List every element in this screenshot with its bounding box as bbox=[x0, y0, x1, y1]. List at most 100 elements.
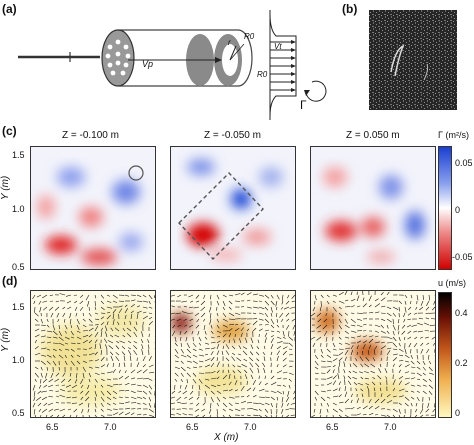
velocity-vector bbox=[196, 300, 200, 303]
velocity-vector bbox=[374, 311, 380, 314]
velocity-vector bbox=[72, 396, 78, 399]
velocity-vector bbox=[314, 372, 319, 375]
velocity-vector bbox=[40, 318, 43, 324]
velocity-vector bbox=[82, 335, 89, 338]
velocity-vector bbox=[252, 306, 259, 309]
velocity-vector bbox=[392, 330, 395, 336]
velocity-vector bbox=[404, 396, 410, 401]
velocity-vector bbox=[200, 306, 206, 312]
velocity-vector bbox=[228, 408, 234, 412]
velocity-vector bbox=[374, 298, 379, 302]
velocity-vector bbox=[282, 357, 287, 362]
velocity-vector bbox=[99, 343, 102, 350]
velocity-vector bbox=[222, 396, 227, 400]
velocity-vector bbox=[227, 363, 230, 368]
velocity-vector bbox=[94, 318, 100, 320]
velocity-vector bbox=[314, 384, 319, 386]
velocity-vector bbox=[374, 406, 380, 410]
velocity-vector bbox=[64, 354, 67, 359]
velocity-vector bbox=[386, 342, 393, 344]
velocity-vector bbox=[385, 376, 388, 380]
velocity-vector bbox=[154, 385, 155, 386]
velocity-vector bbox=[359, 356, 364, 362]
velocity-vector bbox=[124, 390, 130, 392]
velocity-vector bbox=[233, 338, 236, 344]
circulation-map-3 bbox=[310, 146, 436, 270]
velocity-vector bbox=[264, 408, 269, 413]
velocity-vector bbox=[192, 372, 197, 377]
velocity-vector bbox=[174, 348, 179, 354]
velocity-vector bbox=[33, 396, 36, 402]
velocity-vector bbox=[94, 396, 96, 401]
velocity-vector bbox=[420, 342, 424, 346]
velocity-vector bbox=[428, 354, 430, 360]
velocity-vector bbox=[262, 352, 266, 356]
velocity-vector bbox=[368, 295, 372, 302]
velocity-vector bbox=[142, 294, 147, 298]
velocity-vector bbox=[316, 336, 322, 341]
velocity-vector bbox=[344, 347, 351, 350]
velocity-vector bbox=[356, 318, 363, 321]
velocity-vector bbox=[357, 382, 364, 386]
circulation-map-1 bbox=[30, 146, 156, 270]
velocity-vector bbox=[352, 362, 358, 368]
velocity-vector bbox=[294, 367, 295, 368]
velocity-vector bbox=[338, 336, 342, 340]
velocity-vector bbox=[416, 384, 421, 387]
velocity-vector bbox=[350, 330, 357, 333]
velocity-vector bbox=[238, 345, 242, 350]
velocity-vector bbox=[148, 408, 154, 413]
velocity-vector bbox=[33, 300, 36, 305]
velocity-vector bbox=[50, 312, 54, 318]
velocity-vector bbox=[76, 342, 81, 345]
velocity-vector bbox=[216, 306, 218, 311]
velocity-vector bbox=[403, 318, 406, 323]
velocity-vector bbox=[392, 363, 395, 368]
velocity-vector bbox=[264, 396, 270, 398]
velocity-vector bbox=[270, 414, 273, 417]
d-ytick-2: 1.0 bbox=[12, 355, 25, 365]
velocity-vector bbox=[148, 402, 152, 408]
velocity-vector bbox=[326, 402, 330, 407]
velocity-vector bbox=[426, 342, 430, 345]
velocity-vector bbox=[73, 294, 78, 296]
velocity-vector bbox=[255, 351, 260, 356]
velocity-vector bbox=[34, 366, 39, 370]
velocity-vector bbox=[46, 324, 50, 328]
velocity-vector bbox=[429, 324, 435, 327]
velocity-vector bbox=[210, 351, 214, 356]
velocity-vector bbox=[225, 344, 230, 350]
velocity-vector bbox=[154, 313, 155, 314]
velocity-vector bbox=[52, 330, 58, 336]
velocity-vector bbox=[398, 354, 404, 357]
velocity-vector bbox=[115, 345, 120, 350]
velocity-vector bbox=[288, 336, 294, 341]
velocity-vector bbox=[270, 335, 274, 338]
velocity-vector bbox=[275, 300, 278, 307]
velocity-vector bbox=[136, 402, 141, 405]
velocity-vector bbox=[332, 388, 338, 392]
velocity-vector bbox=[373, 349, 376, 356]
velocity-vector bbox=[222, 300, 226, 307]
velocity-vector bbox=[432, 408, 435, 413]
velocity-vector bbox=[100, 402, 104, 408]
velocity-vector bbox=[88, 402, 90, 408]
velocity-vector bbox=[80, 390, 84, 394]
velocity-vector bbox=[410, 377, 416, 380]
velocity-vector bbox=[198, 360, 204, 363]
velocity-vector bbox=[133, 326, 138, 332]
velocity-vector bbox=[410, 402, 413, 407]
d-xaxis-label: X (m) bbox=[214, 432, 239, 443]
velocity-vector bbox=[314, 360, 319, 366]
velocity-vector bbox=[292, 324, 295, 330]
velocity-vector bbox=[386, 324, 389, 329]
velocity-vector bbox=[192, 366, 197, 368]
velocity-vector bbox=[140, 338, 144, 344]
velocity-vector bbox=[100, 408, 104, 412]
velocity-vector bbox=[78, 402, 84, 406]
velocity-vector bbox=[325, 336, 328, 342]
velocity-vector bbox=[204, 353, 208, 356]
velocity-vector bbox=[404, 300, 407, 305]
velocity-vector bbox=[288, 384, 291, 389]
velocity-vector bbox=[130, 313, 133, 320]
